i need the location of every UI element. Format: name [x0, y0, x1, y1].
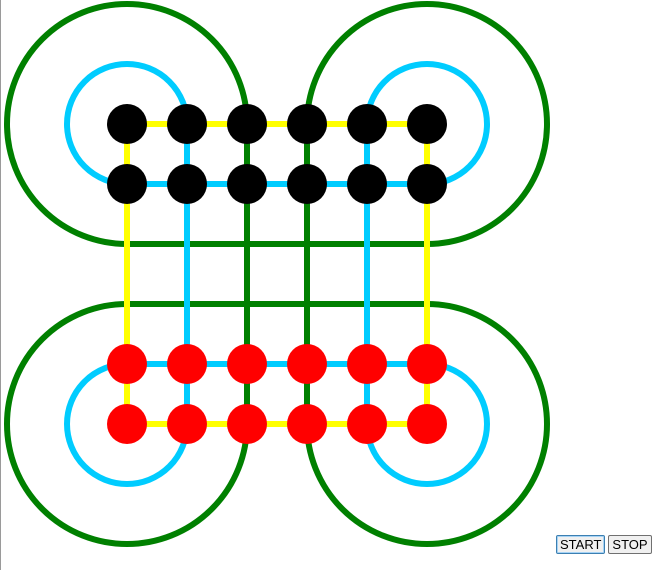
black-piece[interactable] [107, 104, 147, 144]
black-piece[interactable] [287, 104, 327, 144]
red-piece[interactable] [407, 404, 447, 444]
red-piece[interactable] [347, 404, 387, 444]
red-piece[interactable] [227, 404, 267, 444]
red-piece[interactable] [107, 344, 147, 384]
black-piece[interactable] [347, 164, 387, 204]
black-piece[interactable] [407, 104, 447, 144]
red-piece[interactable] [407, 344, 447, 384]
black-piece[interactable] [287, 164, 327, 204]
black-piece[interactable] [107, 164, 147, 204]
black-piece[interactable] [227, 104, 267, 144]
red-piece[interactable] [227, 344, 267, 384]
red-piece[interactable] [167, 404, 207, 444]
black-piece[interactable] [227, 164, 267, 204]
game-controls: START STOP [556, 535, 652, 554]
stop-button[interactable]: STOP [608, 535, 652, 554]
page-left-border [0, 0, 1, 570]
red-piece[interactable] [287, 404, 327, 444]
board-pieces[interactable] [107, 104, 447, 444]
black-piece[interactable] [167, 104, 207, 144]
red-piece[interactable] [107, 404, 147, 444]
red-piece[interactable] [167, 344, 207, 384]
black-piece[interactable] [407, 164, 447, 204]
inner-loop-arcs [64, 61, 490, 487]
outer-loop-arcs [4, 1, 550, 547]
board-tracks [4, 1, 550, 547]
red-piece[interactable] [347, 344, 387, 384]
start-button[interactable]: START [556, 535, 606, 554]
black-piece[interactable] [347, 104, 387, 144]
red-piece[interactable] [287, 344, 327, 384]
black-piece[interactable] [167, 164, 207, 204]
